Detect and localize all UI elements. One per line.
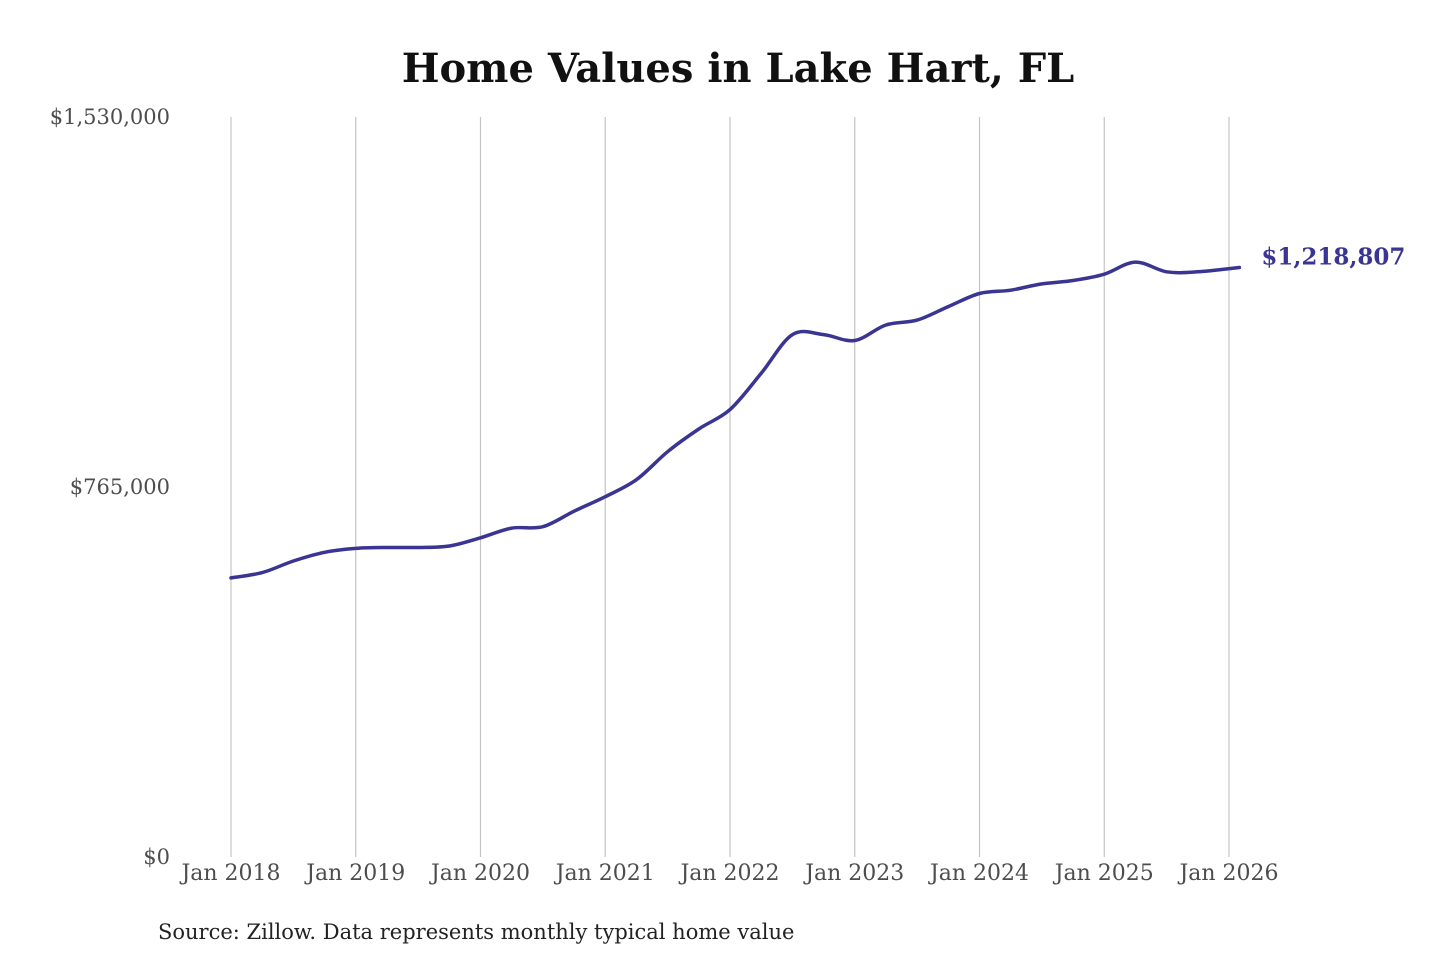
y-tick-label-1: $765,000 — [70, 475, 170, 499]
x-tick-label-6: Jan 2024 — [928, 861, 1029, 886]
y-tick-label-0: $0 — [143, 845, 170, 869]
x-tick-label-8: Jan 2026 — [1177, 861, 1278, 886]
y-tick-label-2: $1,530,000 — [50, 105, 170, 129]
x-tick-label-7: Jan 2025 — [1053, 861, 1154, 886]
source-note: Source: Zillow. Data represents monthly … — [158, 920, 794, 944]
series-layer: $1,218,807 — [229, 244, 1405, 580]
x-tick-label-3: Jan 2021 — [554, 861, 655, 886]
series-line-0 — [229, 260, 1242, 580]
x-tick-label-5: Jan 2023 — [803, 861, 904, 886]
x-tick-label-4: Jan 2022 — [678, 861, 779, 886]
x-axis-tick-labels: Jan 2018 Jan 2019 Jan 2020 Jan 2021 Jan 2022… — [179, 861, 1278, 886]
x-tick-label-2: Jan 2020 — [429, 861, 530, 886]
series-end-value-label: $1,218,807 — [1261, 244, 1405, 271]
vertical-gridlines — [230, 117, 1230, 857]
x-tick-label-0: Jan 2018 — [179, 861, 280, 886]
chart-title: Home Values in Lake Hart, FL — [402, 45, 1075, 92]
y-axis-tick-labels: $0 $765,000 $1,530,000 — [50, 105, 170, 869]
x-tick-label-1: Jan 2019 — [304, 861, 405, 886]
